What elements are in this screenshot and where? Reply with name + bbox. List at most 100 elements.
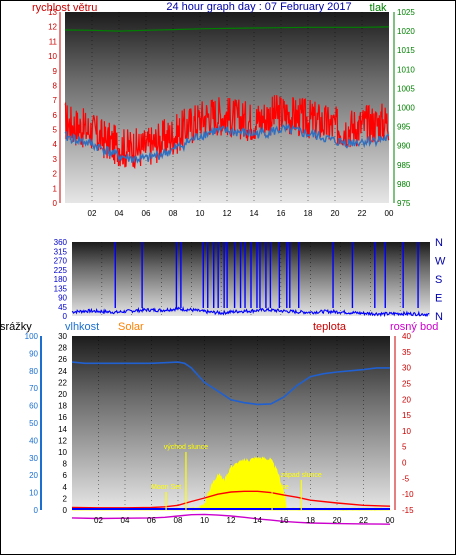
- humidity-y-tick-label: 2: [63, 494, 68, 503]
- direction-y-tick-label: 270: [54, 257, 68, 266]
- rain-y-tick-label: 70: [29, 384, 38, 393]
- humidity-y-tick-label: 0: [63, 506, 68, 515]
- sunset-marker-label: západ slunce: [281, 472, 322, 479]
- sunrise-marker-label: východ slunce: [164, 444, 208, 451]
- compass-label: N: [435, 311, 443, 323]
- direction-y-tick-label: 45: [58, 303, 67, 312]
- wind-y-tick-label: 12: [48, 23, 57, 32]
- solar-axis-title: Solar: [118, 321, 144, 333]
- pressure-y-tick-label: 1000: [397, 104, 415, 113]
- wind-pressure-chart: rychlost větru 24 hour graph day : 07 Feb…: [32, 1, 415, 218]
- wind-direction-line: [71, 305, 430, 318]
- pressure-axis-title: tlak: [369, 2, 387, 14]
- direction-y-tick-label: 315: [54, 247, 68, 256]
- wind-x-tick-label: 20: [331, 209, 340, 218]
- pressure-y-tick-label: 1025: [397, 8, 415, 17]
- wind-speed-line: [64, 95, 390, 170]
- wind-x-tick-label: 08: [169, 209, 178, 218]
- humidity-y-tick-label: 18: [58, 402, 67, 411]
- wind-x-tick-label: 00: [385, 209, 394, 218]
- climate-x-tick-label: 10: [200, 516, 209, 525]
- climate-x-tick-label: 08: [174, 516, 183, 525]
- wind-y-tick-label: 6: [53, 111, 58, 120]
- direction-y-tick-label: 225: [54, 266, 68, 275]
- wind-x-tick-label: 18: [304, 209, 313, 218]
- wind-y-tick-label: 8: [53, 81, 58, 90]
- temperature-y-tick-label: -5: [402, 474, 410, 483]
- wind-x-tick-label: 02: [88, 209, 97, 218]
- direction-y-tick-label: 90: [58, 294, 67, 303]
- direction-y-tick-label: 135: [54, 284, 68, 293]
- wind-y-tick-label: 11: [49, 37, 58, 46]
- pressure-y-tick-label: 1010: [397, 65, 415, 74]
- temperature-y-tick-label: -10: [402, 490, 414, 499]
- humidity-y-tick-label: 6: [63, 471, 68, 480]
- compass-label: S: [435, 274, 442, 286]
- pressure-y-tick-label: 985: [397, 161, 411, 170]
- humidity-y-tick-label: 20: [58, 390, 67, 399]
- humidity-axis-title: vlhkost: [65, 321, 99, 333]
- climate-x-tick-label: 04: [121, 516, 130, 525]
- humidity-y-tick-label: 16: [58, 413, 67, 422]
- climate-x-tick-label: 18: [306, 516, 315, 525]
- wind-x-tick-label: 06: [142, 209, 151, 218]
- climate-x-tick-label: 14: [253, 516, 262, 525]
- pressure-line: [64, 26, 390, 32]
- rain-y-tick-label: 100: [25, 332, 39, 341]
- wind-x-tick-label: 16: [277, 209, 286, 218]
- wind-y-tick-label: 10: [48, 52, 57, 61]
- rain-y-tick-label: 60: [29, 402, 38, 411]
- rain-y-tick-label: 30: [29, 454, 38, 463]
- climate-x-tick-label: 16: [280, 516, 289, 525]
- wind-y-tick-label: 13: [48, 8, 57, 17]
- pressure-y-tick-label: 1020: [397, 27, 415, 36]
- climate-x-tick-label: 22: [359, 516, 368, 525]
- wind-y-tick-label: 4: [53, 140, 58, 149]
- temperature-y-tick-label: 30: [402, 364, 411, 373]
- humidity-y-tick-label: 28: [58, 344, 67, 353]
- pressure-y-tick-label: 980: [397, 180, 411, 189]
- temperature-y-tick-label: 15: [402, 411, 411, 420]
- humidity-line: [71, 361, 390, 406]
- rain-axis-title: srážky: [0, 321, 32, 333]
- wind-y-tick-label: 9: [53, 67, 58, 76]
- temperature-y-tick-label: 10: [402, 427, 411, 436]
- climate-x-tick-label: 06: [147, 516, 156, 525]
- humidity-y-tick-label: 10: [58, 448, 67, 457]
- wind-axis-title: rychlost větru: [32, 2, 97, 14]
- pressure-y-tick-label: 1005: [397, 84, 415, 93]
- rain-y-tick-label: 50: [29, 419, 38, 428]
- wind-x-tick-label: 14: [250, 209, 259, 218]
- climate-x-tick-label: 20: [333, 516, 342, 525]
- humidity-y-tick-label: 12: [58, 436, 67, 445]
- temperature-y-tick-label: 25: [402, 379, 411, 388]
- temperature-y-tick-label: 35: [402, 348, 411, 357]
- temperature-y-tick-label: 40: [402, 332, 411, 341]
- rain-y-tick-label: 80: [29, 367, 38, 376]
- moonset-marker-label: Moon Set: [151, 484, 181, 491]
- moonrise-marker-label: Moon Rise: [255, 484, 289, 491]
- wind-x-tick-label: 22: [358, 209, 367, 218]
- wind-y-tick-label: 0: [53, 199, 58, 208]
- rain-y-tick-label: 20: [29, 471, 38, 480]
- wind-x-tick-label: 12: [223, 209, 232, 218]
- temperature-y-tick-label: 20: [402, 395, 411, 404]
- chart-title: 24 hour graph day : 07 February 2017: [166, 1, 351, 13]
- temperature-line: [71, 490, 391, 509]
- rain-y-tick-label: 10: [29, 489, 38, 498]
- compass-label: N: [435, 237, 443, 249]
- rain-y-tick-label: 0: [34, 506, 39, 515]
- temperature-axis-title: teplota: [313, 321, 347, 333]
- rain-y-tick-label: 90: [29, 349, 38, 358]
- wind-y-tick-label: 2: [53, 170, 58, 179]
- temperature-y-tick-label: 5: [402, 443, 407, 452]
- direction-y-tick-label: 0: [63, 312, 68, 321]
- temperature-y-tick-label: -15: [402, 506, 414, 515]
- humidity-y-tick-label: 24: [58, 367, 67, 376]
- wind-x-tick-label: 04: [115, 209, 124, 218]
- wind-y-tick-label: 3: [53, 155, 58, 164]
- wind-y-tick-label: 5: [53, 126, 58, 135]
